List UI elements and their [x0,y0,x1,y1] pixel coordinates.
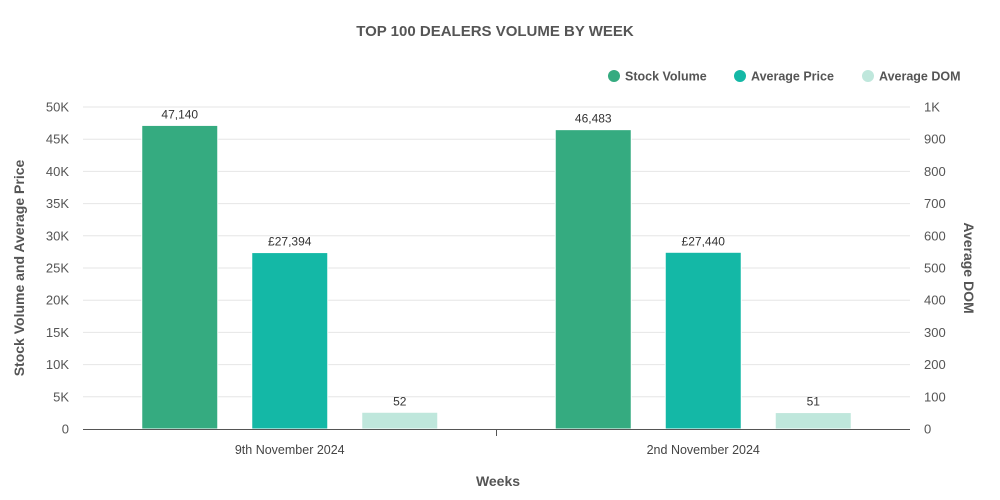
gridlines [83,106,910,398]
x-axis-title: Weeks [476,473,520,489]
left-y-tick-label: 35K [46,196,69,211]
right-y-axis-title: Average DOM [961,222,977,313]
bar-value-label: 46,483 [575,112,612,126]
right-y-axis: 0 100 200 300 400 500 600 700 800 900 1K [924,100,946,437]
left-y-tick-label: 50K [46,100,69,115]
left-y-axis: 0 5K 10K 15K 20K 25K 30K 35K 40K 45K 50K [46,100,69,437]
left-y-tick-label: 25K [46,261,69,276]
data-labels: 47,140 £27,394 52 46,483 £27,440 51 [161,107,820,408]
right-y-tick-label: 300 [924,325,946,340]
left-y-tick-label: 30K [46,228,69,243]
right-y-tick-label: 100 [924,389,946,404]
x-axis: 9th November 2024 2nd November 2024 [83,429,910,457]
legend-item[interactable]: Stock Volume [608,70,707,84]
bar [361,411,439,430]
right-y-tick-label: 400 [924,293,946,308]
right-y-tick-label: 600 [924,228,946,243]
bar [664,251,742,430]
bars [141,124,852,430]
legend-label: Average DOM [879,70,961,84]
left-y-tick-label: 15K [46,325,69,340]
bar [774,412,852,430]
right-y-tick-label: 0 [924,422,931,437]
x-category-label: 2nd November 2024 [647,443,760,457]
x-category-label: 9th November 2024 [235,443,345,457]
bar-value-label: £27,394 [268,235,312,249]
right-y-tick-label: 900 [924,132,946,147]
legend-marker [862,70,874,82]
bar-value-label: 52 [393,394,407,408]
legend-marker [734,70,746,82]
bar [141,124,219,430]
legend-item[interactable]: Average DOM [862,70,961,84]
left-y-tick-label: 10K [46,357,69,372]
right-y-tick-label: 1K [924,100,940,115]
bar-value-label: 51 [807,395,821,409]
legend[interactable]: Stock Volume Average Price Average DOM [608,70,961,84]
legend-label: Average Price [751,70,834,84]
left-y-tick-label: 0 [62,422,69,437]
left-y-axis-title: Stock Volume and Average Price [11,160,27,377]
legend-label: Stock Volume [625,70,707,84]
bar [554,129,632,430]
bar-value-label: £27,440 [682,234,726,248]
bar-value-label: 47,140 [161,107,198,121]
left-y-tick-label: 40K [46,164,69,179]
legend-marker [608,70,620,82]
left-y-tick-label: 45K [46,132,69,147]
right-y-tick-label: 500 [924,261,946,276]
bar [251,252,329,430]
right-y-tick-label: 200 [924,357,946,372]
right-y-tick-label: 800 [924,164,946,179]
legend-item[interactable]: Average Price [734,70,834,84]
left-y-tick-label: 5K [53,389,69,404]
right-y-tick-label: 700 [924,196,946,211]
left-y-tick-label: 20K [46,293,69,308]
chart-title: TOP 100 DEALERS VOLUME BY WEEK [356,23,634,40]
